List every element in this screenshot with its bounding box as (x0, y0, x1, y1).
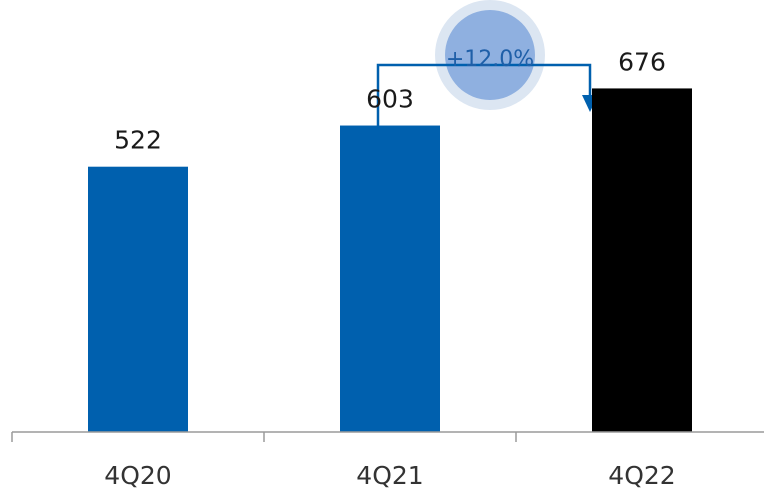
value-label-4Q21: 603 (366, 85, 414, 114)
bar-4Q22 (592, 88, 692, 433)
growth-connector-line (376, 63, 592, 126)
x-axis: 4Q20 4Q21 4Q22 (11, 431, 764, 490)
x-tick-label-4Q20: 4Q20 (104, 461, 171, 490)
bar-4Q21 (340, 125, 440, 432)
bar-4Q20 (88, 166, 188, 432)
growth-bubble-inner (445, 10, 535, 100)
bars: 522 603 676 (88, 47, 692, 433)
x-tick-label-4Q22: 4Q22 (608, 461, 675, 490)
growth-percentage-label: +12.0% (446, 47, 534, 72)
x-tick-label-4Q21: 4Q21 (356, 461, 423, 490)
value-label-4Q22: 676 (618, 47, 666, 76)
value-label-4Q20: 522 (114, 126, 162, 155)
